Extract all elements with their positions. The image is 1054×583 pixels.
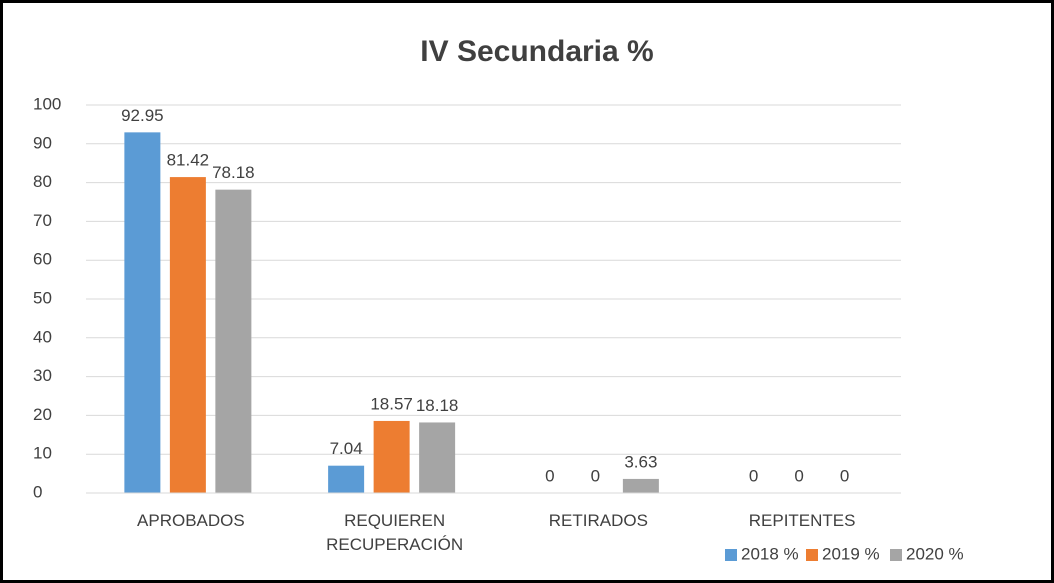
y-tick-label: 10 [33,444,52,463]
bar [622,478,659,493]
chart-title: IV Secundaria % [420,35,653,68]
x-tick-label: RETIRADOS [548,511,648,530]
bar [124,132,161,493]
bar [373,420,410,493]
bar [215,189,252,493]
legend-swatch [890,549,902,561]
chart: IV Secundaria % 0 10 20 30 40 50 60 70 80 90 100 92… [33,35,964,564]
y-tick-label: 70 [33,211,52,230]
bar [169,177,206,493]
data-label: 3.63 [624,452,657,471]
bar [328,465,365,493]
data-label: 0 [840,466,849,485]
y-tick-label: 0 [33,482,42,501]
x-tick-label: APROBADOS [137,511,245,530]
bar [419,422,456,493]
y-tick-label: 30 [33,366,52,385]
y-tick-label: 20 [33,405,52,424]
y-tick-label: 90 [33,133,52,152]
x-tick-label: REQUIEREN RECUPERACIÓN [326,511,464,554]
data-label: 78.18 [212,163,255,182]
data-label: 0 [545,466,554,485]
y-tick-label: 40 [33,327,52,346]
data-label: 7.04 [330,439,363,458]
y-tick-label: 100 [33,94,61,113]
legend-label: 2018 % [741,544,799,563]
data-label: 0 [749,466,758,485]
data-label: 92.95 [121,106,164,125]
data-label: 81.42 [167,151,210,170]
data-label: 0 [794,466,803,485]
legend-label: 2020 % [906,544,964,563]
legend-label: 2019 % [822,544,880,563]
data-label: 18.57 [370,394,413,413]
data-label: 0 [591,466,600,485]
x-tick-label: REPITENTES [748,511,856,530]
y-tick-label: 60 [33,250,52,269]
data-label: 18.18 [416,396,459,415]
y-tick-label: 50 [33,288,52,307]
y-tick-label: 80 [33,172,52,191]
legend-swatch [725,549,737,561]
legend-swatch [806,549,818,561]
